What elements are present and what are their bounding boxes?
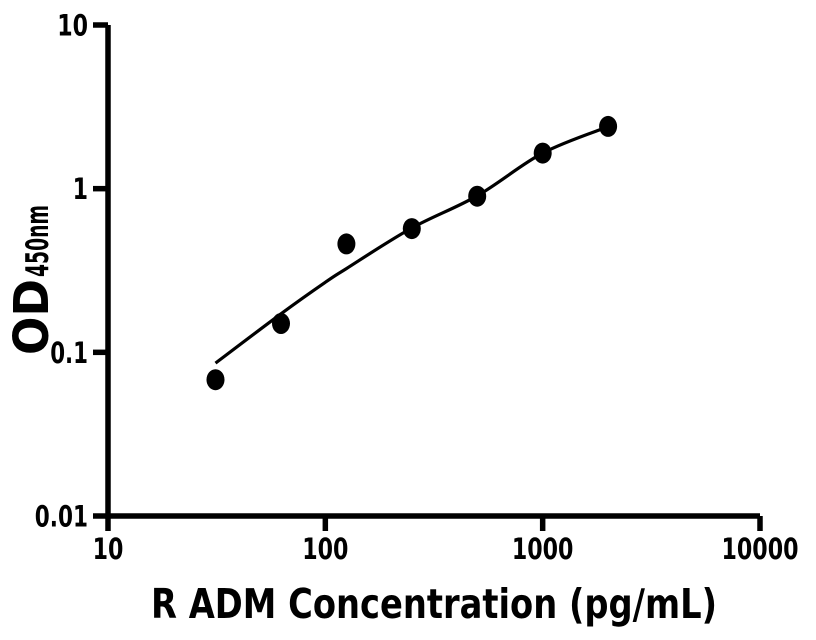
data-points-layer [206,115,618,391]
x-tick-label: 1000 [512,532,574,566]
y-tick-label: 0.1 [50,336,88,370]
x-tick-label: 100 [302,532,348,566]
data-point [533,142,552,164]
tick-labels-layer: 0.01 0.1 1 10 10 100 1000 10000 [35,9,799,567]
data-point [402,218,421,240]
y-tick-label: 1 [73,172,88,206]
y-tick-label: 10 [57,9,88,43]
data-point [206,369,225,391]
axis-frame-layer [105,25,760,519]
y-tick-label: 0.01 [35,500,88,534]
data-point [337,233,356,255]
x-axis-title: R ADM Concentration (pg/mL) [151,580,717,628]
data-point [272,313,290,334]
y-axis-title-subscript: 450nm [20,205,56,277]
x-tick-label: 10000 [722,532,799,566]
x-tick-label: 10 [93,532,124,566]
axis-frame [105,25,760,519]
y-axis-title-main: OD [4,279,60,355]
data-point [599,115,618,137]
tick-marks-layer [93,22,763,531]
data-point [468,185,487,207]
